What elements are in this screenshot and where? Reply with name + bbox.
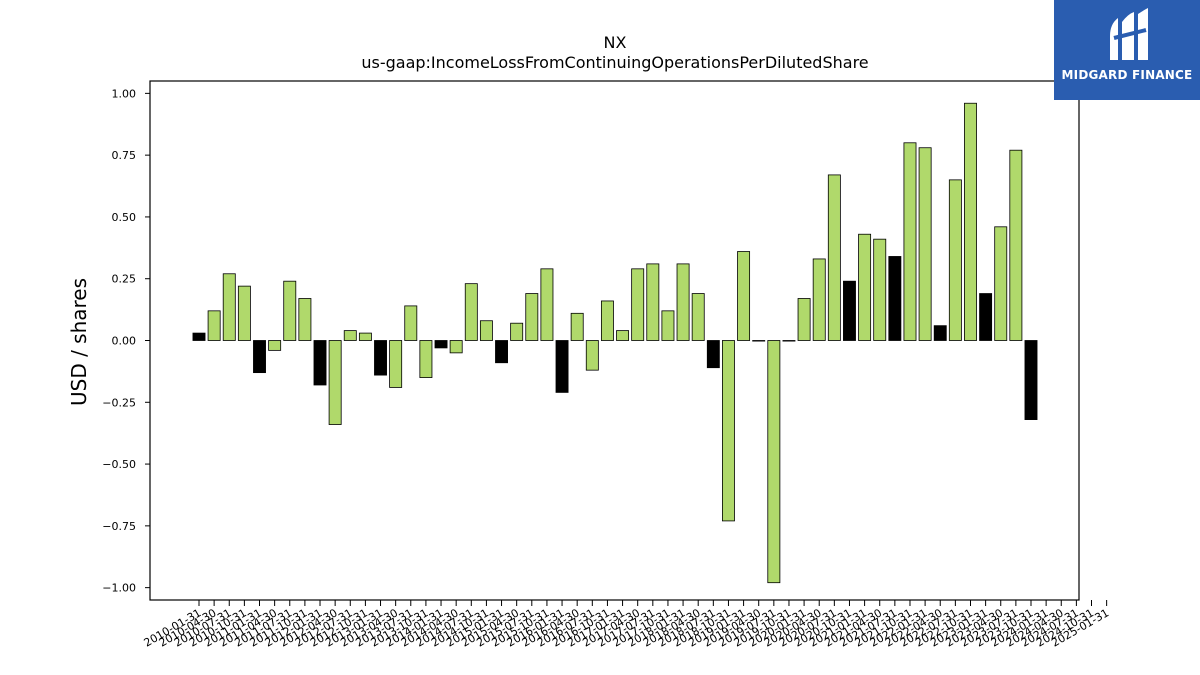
bar-2010-07-31 bbox=[222, 273, 236, 341]
y-axis-label: USD / shares bbox=[67, 278, 91, 406]
brand-name: MIDGARD FINANCE bbox=[1061, 68, 1193, 82]
bar-2013-07-31 bbox=[404, 305, 418, 341]
bar-2017-01-31 bbox=[616, 330, 630, 341]
bar-2010-04-30 bbox=[207, 310, 221, 341]
chart-title: NX bbox=[604, 33, 627, 52]
bar-2012-10-31 bbox=[358, 332, 372, 341]
bar-2021-04-30 bbox=[873, 238, 887, 341]
bar-2011-04-30 bbox=[268, 340, 282, 351]
bar-2022-01-31 bbox=[918, 147, 932, 341]
bar-2012-07-31 bbox=[343, 330, 357, 341]
bar-2013-01-31 bbox=[374, 340, 387, 376]
bar-2014-07-31 bbox=[464, 283, 478, 341]
x-axis-ticks: 2010-01-312010-04-302010-07-312010-10-31… bbox=[142, 600, 1111, 650]
brand-logo: MIDGARD FINANCE bbox=[1054, 0, 1200, 100]
bar-2021-10-31 bbox=[903, 142, 917, 341]
bar-2022-10-31 bbox=[964, 102, 977, 341]
bar-2023-07-31 bbox=[1009, 149, 1023, 341]
bar-2013-10-31 bbox=[419, 340, 433, 378]
bars-group bbox=[192, 102, 1038, 584]
bar-2017-04-30 bbox=[631, 268, 645, 341]
bar-2023-01-31 bbox=[979, 293, 993, 341]
y-tick-label: −0.50 bbox=[102, 458, 136, 471]
bar-2010-10-31 bbox=[237, 285, 251, 341]
bar-2012-01-31 bbox=[313, 340, 327, 386]
bar-2023-04-30 bbox=[994, 226, 1008, 341]
bar-2019-10-31 bbox=[782, 340, 796, 342]
chart-subtitle: us-gaap:IncomeLossFromContinuingOperatio… bbox=[361, 53, 868, 72]
bar-2018-01-31 bbox=[676, 263, 690, 341]
bar-2015-07-31 bbox=[525, 293, 539, 341]
bar-2012-04-30 bbox=[328, 340, 342, 425]
bar-2021-01-31 bbox=[858, 233, 872, 341]
bar-2020-01-31 bbox=[797, 298, 811, 341]
bar-2011-07-31 bbox=[283, 280, 297, 341]
y-tick-label: 0.50 bbox=[112, 211, 137, 224]
bar-2016-04-30 bbox=[570, 312, 584, 341]
bar-2021-07-31 bbox=[888, 256, 902, 341]
bar-2022-04-30 bbox=[933, 325, 947, 341]
y-tick-label: 1.00 bbox=[112, 87, 137, 100]
bar-2015-04-30 bbox=[510, 322, 524, 341]
y-tick-label: 0.75 bbox=[112, 149, 137, 162]
bar-2019-07-31 bbox=[767, 340, 781, 584]
bar-2022-07-31 bbox=[948, 179, 962, 341]
bar-2018-07-31 bbox=[706, 340, 720, 369]
bar-2019-01-31 bbox=[737, 251, 751, 341]
bar-2011-10-31 bbox=[298, 298, 312, 341]
bar-2020-04-30 bbox=[812, 258, 826, 341]
bar-2016-07-31 bbox=[585, 340, 599, 371]
bar-2015-10-31 bbox=[540, 268, 554, 341]
bar-2015-01-31 bbox=[495, 340, 508, 364]
bar-2020-10-31 bbox=[843, 280, 856, 341]
bar-2018-04-30 bbox=[691, 293, 705, 341]
y-tick-label: 0.25 bbox=[112, 273, 137, 286]
bar-2014-10-31 bbox=[479, 320, 493, 341]
bar-2017-07-31 bbox=[646, 263, 660, 341]
bar-2016-10-31 bbox=[600, 300, 614, 341]
y-tick-label: −0.25 bbox=[102, 396, 136, 409]
y-tick-label: 0.00 bbox=[112, 335, 137, 348]
bar-2019-04-30 bbox=[752, 340, 766, 342]
bar-2010-01-31 bbox=[192, 332, 206, 341]
bar-2017-10-31 bbox=[661, 310, 675, 341]
bar-2013-04-30 bbox=[389, 340, 403, 388]
bar-2014-01-31 bbox=[434, 340, 448, 349]
bar-2011-01-31 bbox=[253, 340, 266, 374]
bar-2023-10-31 bbox=[1024, 340, 1038, 420]
brand-mark-icon bbox=[1110, 8, 1148, 60]
y-axis-ticks: 1.00 0.75 0.50 0.25 0.00 −0.25 −0.50 −0.75 −1.00 bbox=[102, 87, 150, 595]
y-tick-label: −1.00 bbox=[102, 582, 136, 595]
bar-2020-07-31 bbox=[827, 174, 841, 341]
y-tick-label: −0.75 bbox=[102, 520, 136, 533]
bar-2016-01-31 bbox=[555, 340, 569, 393]
bar-2014-04-30 bbox=[449, 340, 463, 354]
bar-2018-10-31 bbox=[722, 340, 735, 522]
